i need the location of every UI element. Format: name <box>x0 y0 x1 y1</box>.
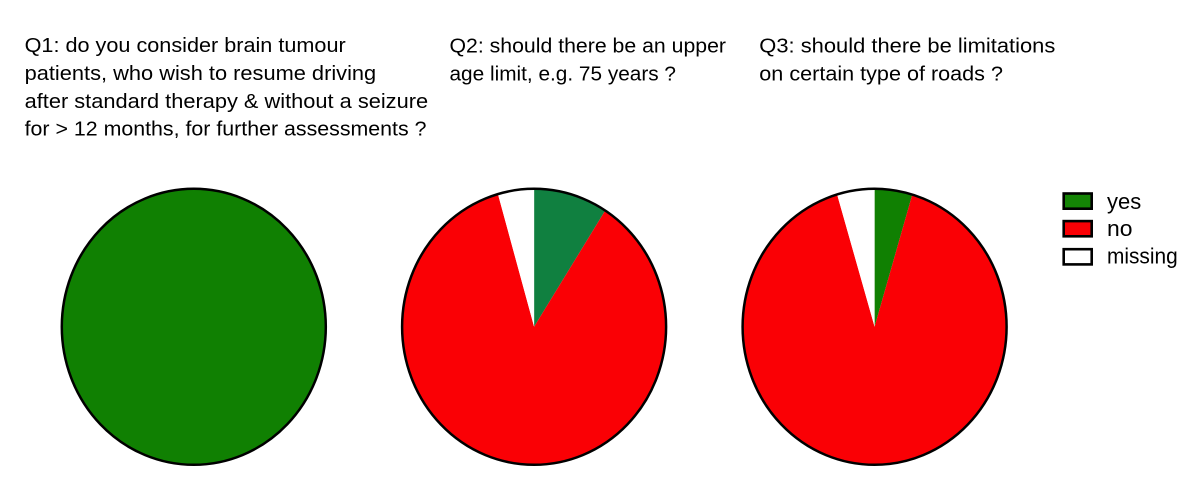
svg-text:Q3: should there be limitation: Q3: should there be limitations <box>759 35 1055 58</box>
svg-text:missing: missing <box>1107 243 1178 268</box>
svg-text:patients, who wish to resume d: patients, who wish to resume driving <box>25 62 377 85</box>
svg-text:after standard therapy & witho: after standard therapy & without a seizu… <box>25 90 428 113</box>
svg-text:age limit, e.g. 75 years ?: age limit, e.g. 75 years ? <box>450 62 677 85</box>
svg-text:Q2: should there be an upper: Q2: should there be an upper <box>450 35 727 58</box>
svg-text:on certain type of roads ?: on certain type of roads ? <box>759 62 1003 85</box>
svg-text:for > 12 months, for further a: for > 12 months, for further assessments… <box>25 118 427 141</box>
svg-text:no: no <box>1107 216 1133 241</box>
svg-text:Q1: do you consider brain tumo: Q1: do you consider brain tumour <box>25 34 346 57</box>
svg-text:yes: yes <box>1107 189 1141 214</box>
